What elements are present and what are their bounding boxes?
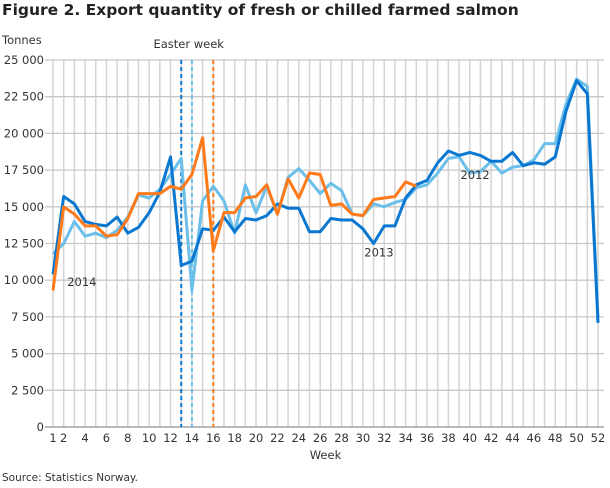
y-tick-label: 25 000 <box>4 53 44 67</box>
x-tick-label: 38 <box>441 431 456 445</box>
x-tick-label: 30 <box>356 431 371 445</box>
x-tick-label: 24 <box>291 431 306 445</box>
y-tick-label: 17 500 <box>4 163 44 177</box>
y-tick-label: 20 000 <box>4 126 44 140</box>
x-tick-label: 42 <box>484 431 499 445</box>
series-label-2013: 2013 <box>364 246 393 260</box>
y-tick-label: 12 500 <box>4 237 44 251</box>
x-tick-label: 12 <box>163 431 178 445</box>
y-tick-label: 5 000 <box>11 347 44 361</box>
x-tick-label: 28 <box>334 431 349 445</box>
x-tick-label: 20 <box>249 431 264 445</box>
x-tick-label: 40 <box>462 431 477 445</box>
x-tick-label: 36 <box>420 431 435 445</box>
x-tick-label: 48 <box>548 431 563 445</box>
x-axis-label: Week <box>310 448 342 462</box>
series-label-2014: 2014 <box>67 275 96 289</box>
y-axis-label: Tonnes <box>1 33 42 47</box>
x-tick-label: 46 <box>527 431 542 445</box>
y-tick-label: 0 <box>37 420 44 434</box>
x-tick-label: 6 <box>103 431 110 445</box>
annotation-label: Easter week <box>153 37 224 51</box>
series-line-2012 <box>51 77 600 317</box>
series-line-2014 <box>51 136 417 291</box>
x-tick-label: 4 <box>81 431 88 445</box>
source-note: Source: Statistics Norway. <box>2 472 138 484</box>
x-tick-label: 50 <box>569 431 584 445</box>
x-tick-label: 1 <box>49 431 56 445</box>
x-tick-label: 18 <box>227 431 242 445</box>
x-tick-label: 32 <box>377 431 392 445</box>
x-tick-label: 8 <box>124 431 131 445</box>
x-tick-label: 34 <box>398 431 413 445</box>
series-line-2013 <box>51 79 600 323</box>
x-tick-label: 16 <box>206 431 221 445</box>
y-tick-label: 2 500 <box>11 383 44 397</box>
x-tick-label: 10 <box>142 431 157 445</box>
series-label-2012: 2012 <box>460 168 489 182</box>
x-tick-label: 44 <box>505 431 520 445</box>
x-tick-label: 26 <box>313 431 328 445</box>
x-tick-label: 22 <box>270 431 285 445</box>
x-tick-label: 52 <box>591 431 606 445</box>
y-tick-label: 15 000 <box>4 200 44 214</box>
x-tick-label: 14 <box>185 431 200 445</box>
y-tick-label: 7 500 <box>11 310 44 324</box>
y-tick-label: 10 000 <box>4 273 44 287</box>
chart-title: Figure 2. Export quantity of fresh or ch… <box>2 1 519 19</box>
y-tick-label: 22 500 <box>4 90 44 104</box>
x-tick-label: 2 <box>60 431 67 445</box>
